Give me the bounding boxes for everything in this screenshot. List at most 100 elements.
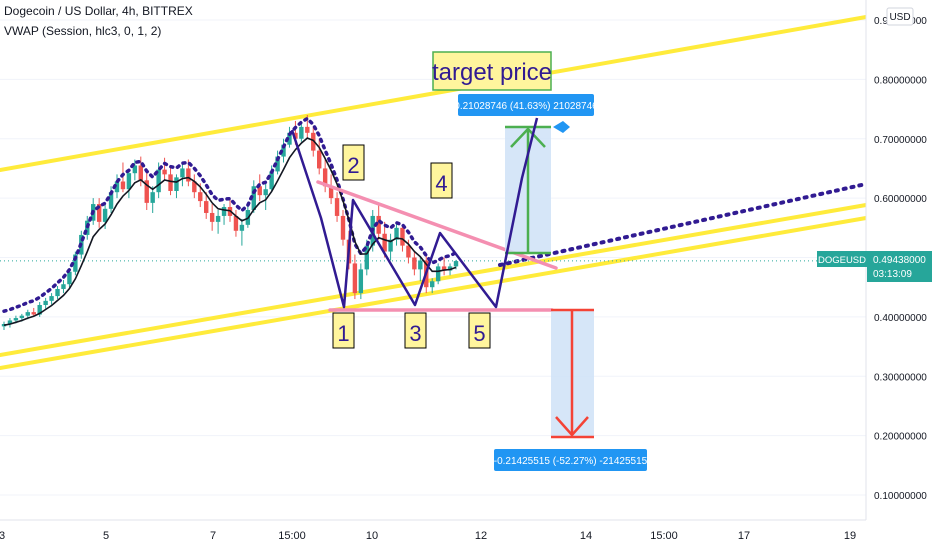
candle: [73, 251, 78, 276]
svg-text:5: 5: [473, 321, 485, 346]
y-tick-label: 0.60000000: [874, 194, 927, 205]
svg-text:2: 2: [347, 153, 359, 178]
channel-mid-line: [0, 203, 868, 357]
indicator-legend[interactable]: VWAP (Session, hlc3, 0, 1, 2): [4, 24, 162, 38]
candle: [233, 210, 239, 237]
svg-text:4: 4: [435, 171, 447, 196]
svg-text:1: 1: [337, 321, 349, 346]
candle: [215, 210, 221, 234]
down-measure-tooltip: -0.21425515 (-52.27%) -21425515: [494, 449, 648, 471]
candle: [412, 251, 417, 276]
candle: [49, 293, 54, 305]
target-flag-icon: [553, 121, 570, 133]
candle: [435, 263, 441, 285]
candle: [263, 183, 268, 210]
y-tick-label: 0.40000000: [874, 313, 927, 324]
candle: [287, 126, 292, 148]
projection-dotted-line: [498, 182, 868, 267]
candle: [441, 257, 447, 276]
candle: [150, 186, 155, 213]
time-axis[interactable]: 3 5 7 15:00 10 12 14 15:00 17 19: [0, 530, 856, 542]
candle: [317, 138, 322, 175]
candle: [132, 159, 138, 181]
candle: [120, 162, 126, 193]
candle: [31, 307, 36, 317]
downside-arrow: [551, 308, 594, 439]
candle: [126, 168, 132, 199]
candle: [7, 318, 13, 328]
candle: [180, 162, 185, 187]
wave-label-4: 4: [430, 162, 453, 199]
candle: [114, 174, 120, 199]
candle: [275, 150, 280, 175]
wave-label-5: 5: [468, 312, 491, 349]
x-tick-label: 7: [210, 530, 216, 542]
chart-title: Dogecoin / US Dollar, 4h, BITTREX: [4, 4, 193, 18]
svg-text:target price: target price: [432, 59, 552, 86]
candle: [394, 221, 399, 246]
x-tick-label: 12: [475, 530, 487, 542]
candle: [209, 204, 215, 231]
up-measure-tooltip: 0.21028746 (41.63%) 21028746: [454, 94, 598, 116]
candle: [37, 302, 42, 317]
channel-top-line: [0, 15, 868, 172]
x-tick-label: 14: [580, 530, 592, 542]
x-tick-label: 19: [844, 530, 856, 542]
svg-text:0.21028746 (41.63%) 21028746: 0.21028746 (41.63%) 21028746: [454, 101, 598, 112]
candle: [221, 204, 227, 225]
y-tick-label: 0.70000000: [874, 135, 927, 146]
y-tick-label: 0.30000000: [874, 372, 927, 383]
y-tick-label: 0.80000000: [874, 75, 927, 86]
candle: [174, 174, 179, 199]
candle: [311, 126, 316, 157]
x-tick-label: 17: [738, 530, 750, 542]
candle: [204, 192, 209, 219]
candle: [55, 286, 60, 300]
candle: [334, 192, 340, 222]
svg-text:DOGEUSD: DOGEUSD: [818, 255, 866, 266]
vwap-band-line: [2, 116, 458, 313]
candle: [322, 159, 328, 193]
candle: [388, 233, 393, 261]
candle: [251, 180, 256, 213]
candle: [162, 157, 167, 181]
x-tick-label: 5: [103, 530, 109, 542]
candle: [328, 174, 334, 205]
candle: [257, 174, 262, 202]
candle: [96, 198, 102, 228]
candle: [299, 123, 304, 142]
x-tick-label: 10: [366, 530, 378, 542]
candle: [358, 263, 364, 300]
candle: [138, 156, 143, 187]
svg-text:-0.21425515 (-52.27%) -2142551: -0.21425515 (-52.27%) -21425515: [494, 456, 648, 467]
svg-text:03:13:09: 03:13:09: [873, 269, 912, 280]
candle: [239, 218, 245, 246]
candle: [418, 257, 423, 282]
candle: [144, 171, 149, 210]
target-price-label: target price: [432, 51, 552, 91]
wave-label-3: 3: [404, 312, 427, 349]
vwap-line: [3, 137, 457, 326]
channel-lines: [0, 15, 868, 370]
candle: [168, 165, 173, 196]
channel-low-line: [0, 216, 868, 370]
candle: [192, 174, 197, 199]
candle: [61, 280, 66, 294]
x-tick-label: 15:00: [278, 530, 306, 542]
elliott-wave-line: [290, 117, 539, 309]
y-tick-label: 0.10000000: [874, 491, 927, 502]
candle: [281, 138, 286, 163]
y-tick-label: 0.20000000: [874, 432, 927, 443]
x-tick-label: 3: [0, 530, 5, 542]
candle: [352, 254, 358, 300]
svg-text:0.49438000: 0.49438000: [873, 255, 926, 266]
symbol-price-badge: DOGEUSD 0.49438000 03:13:09: [817, 251, 932, 282]
candle: [43, 297, 48, 309]
svg-text:USD: USD: [889, 12, 910, 23]
wave-label-2: 2: [342, 144, 365, 181]
wave-label-1: 1: [332, 312, 355, 349]
svg-text:3: 3: [409, 321, 421, 346]
currency-badge[interactable]: USD: [886, 7, 914, 26]
